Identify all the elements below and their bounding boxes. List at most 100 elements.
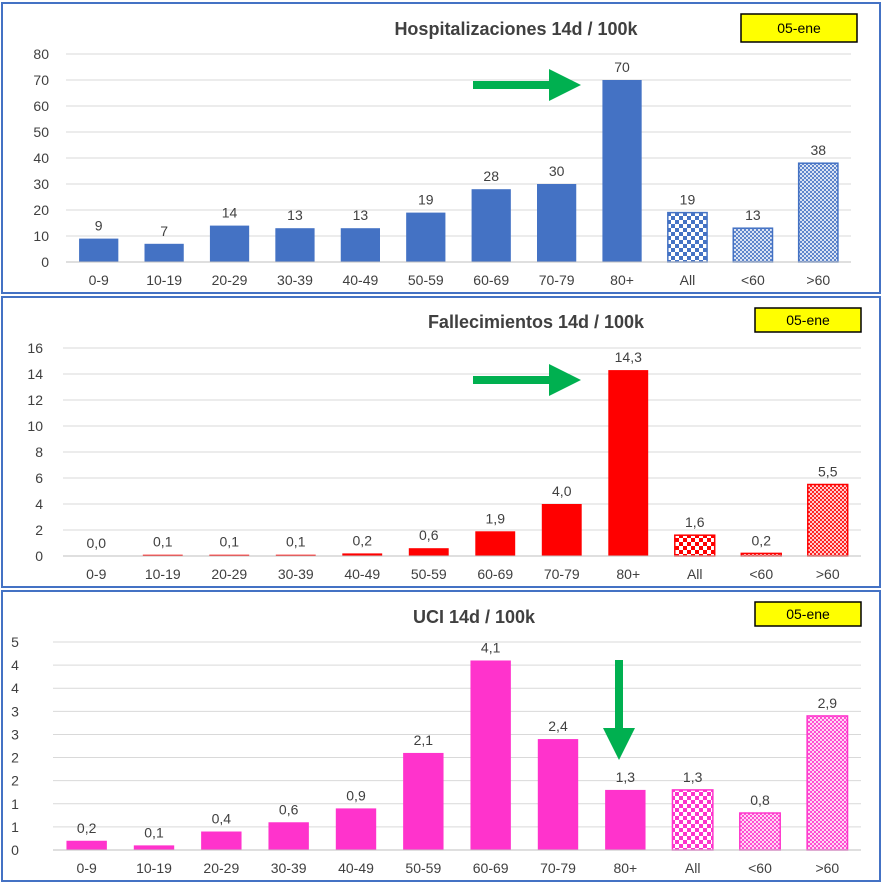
- y-tick-label: 3: [11, 726, 19, 742]
- bar-80+: [602, 80, 642, 262]
- y-tick-label: 60: [33, 98, 49, 114]
- bar-70-79: [537, 739, 579, 850]
- data-label: 0,1: [286, 534, 306, 550]
- bar-50-59: [406, 212, 446, 262]
- x-tick-label: <60: [741, 272, 765, 288]
- date-badge: [754, 601, 862, 627]
- x-tick-label: <60: [749, 566, 773, 582]
- y-tick-label: 0: [11, 842, 19, 858]
- data-label: 0,2: [752, 532, 772, 548]
- data-label: 30: [549, 163, 565, 179]
- bar-All: [667, 211, 708, 263]
- data-label: 0,6: [279, 801, 299, 817]
- bar-60-69: [470, 660, 511, 850]
- y-tick-label: 10: [33, 228, 49, 244]
- y-tick-label: 20: [33, 202, 49, 218]
- y-tick-label: 2: [35, 522, 43, 538]
- x-tick-label: 10-19: [145, 566, 181, 582]
- data-label: 38: [811, 142, 827, 158]
- x-tick-label: All: [680, 272, 696, 288]
- y-tick-label: 8: [35, 444, 43, 460]
- x-tick-label: 0-9: [86, 566, 106, 582]
- bar-70-79: [541, 504, 582, 556]
- bar-40-49: [335, 808, 377, 850]
- data-label: 0,2: [77, 820, 97, 836]
- chart-title: Fallecimientos 14d / 100k: [428, 312, 645, 332]
- x-tick-label: <60: [748, 860, 772, 876]
- x-tick-label: >60: [815, 860, 839, 876]
- data-label: 0,8: [750, 792, 770, 808]
- bar-10-19: [133, 845, 175, 850]
- bar-20-29: [209, 554, 250, 556]
- data-label: 0,9: [346, 787, 366, 803]
- x-tick-label: 60-69: [473, 860, 509, 876]
- bar-40-49: [342, 553, 383, 556]
- data-label: 0,0: [87, 535, 107, 551]
- chart-fallecimientos: 0 2 4 6 8 10 12 14 16 Fallecimientos 14d / 100k 05…: [27, 307, 862, 582]
- bar-30-39: [268, 822, 309, 850]
- x-tick-label: 70-79: [539, 272, 575, 288]
- bar-80+: [608, 370, 649, 556]
- bar-0-9: [79, 238, 119, 262]
- bar-50-59: [403, 752, 444, 850]
- bar-10-19: [142, 554, 183, 556]
- data-label: 1,3: [616, 769, 636, 785]
- data-label: 2,9: [818, 695, 838, 711]
- bar-All: [674, 534, 716, 557]
- x-tick-label: 20-29: [212, 272, 248, 288]
- bar-50-59: [408, 548, 449, 556]
- y-tick-label: 0: [41, 254, 49, 270]
- x-tick-label: 70-79: [540, 860, 576, 876]
- data-label: 5,5: [818, 464, 838, 480]
- y-tick-label: 5: [11, 634, 19, 650]
- y-tick-label: 3: [11, 703, 19, 719]
- date-badge-label: 05-ene: [786, 312, 830, 328]
- chart-uci: 0 1 1 2 2 3 3 4 4 5 UCI 14d / 100k 05-ene 0,2 0-9 0,1 1…: [11, 601, 862, 876]
- bar-80+: [605, 789, 646, 850]
- bar-<60: [739, 812, 781, 851]
- y-tick-label: 4: [35, 496, 43, 512]
- data-label: 4,1: [481, 639, 501, 655]
- data-label: 1,3: [683, 769, 703, 785]
- x-tick-label: 40-49: [344, 566, 380, 582]
- date-badge-label: 05-ene: [786, 606, 830, 622]
- x-tick-label: All: [685, 860, 701, 876]
- data-label: 70: [614, 59, 630, 75]
- chart-panel-uci: 0 1 1 2 2 3 3 4 4 5 UCI 14d / 100k 05-ene 0,2 0-9 0,1 1…: [1, 590, 881, 882]
- bar-0-9: [66, 840, 107, 850]
- bar-<60: [732, 227, 774, 263]
- y-tick-label: 16: [27, 340, 43, 356]
- y-tick-label: 10: [27, 418, 43, 434]
- data-label: 2,1: [414, 732, 434, 748]
- x-tick-label: All: [687, 566, 703, 582]
- chart-title: Hospitalizaciones 14d / 100k: [394, 19, 638, 39]
- bar-All: [671, 789, 714, 851]
- y-tick-label: 2: [11, 750, 19, 766]
- x-tick-label: >60: [806, 272, 830, 288]
- data-label: 0,1: [220, 534, 240, 550]
- data-label: 0,1: [144, 824, 164, 840]
- y-tick-label: 70: [33, 72, 49, 88]
- x-tick-label: 80+: [616, 566, 640, 582]
- date-badge: [740, 13, 858, 43]
- y-tick-label: 80: [33, 46, 49, 62]
- data-label: 0,4: [212, 811, 232, 827]
- data-label: 19: [418, 192, 434, 208]
- x-tick-label: 80+: [613, 860, 637, 876]
- x-tick-label: 0-9: [89, 272, 109, 288]
- y-tick-label: 40: [33, 150, 49, 166]
- data-label: 0,2: [353, 532, 373, 548]
- data-label: 1,6: [685, 514, 705, 530]
- data-label: 1,9: [486, 510, 506, 526]
- data-label: 14,3: [615, 349, 642, 365]
- data-label: 13: [745, 207, 761, 223]
- chart-title: UCI 14d / 100k: [413, 607, 536, 627]
- x-tick-label: >60: [816, 566, 840, 582]
- data-label: 4,0: [552, 483, 572, 499]
- data-label: 19: [680, 192, 696, 208]
- bar-20-29: [209, 225, 250, 262]
- y-tick-label: 6: [35, 470, 43, 486]
- bar-60-69: [475, 531, 516, 556]
- x-tick-label: 20-29: [211, 566, 247, 582]
- y-tick-label: 2: [11, 773, 19, 789]
